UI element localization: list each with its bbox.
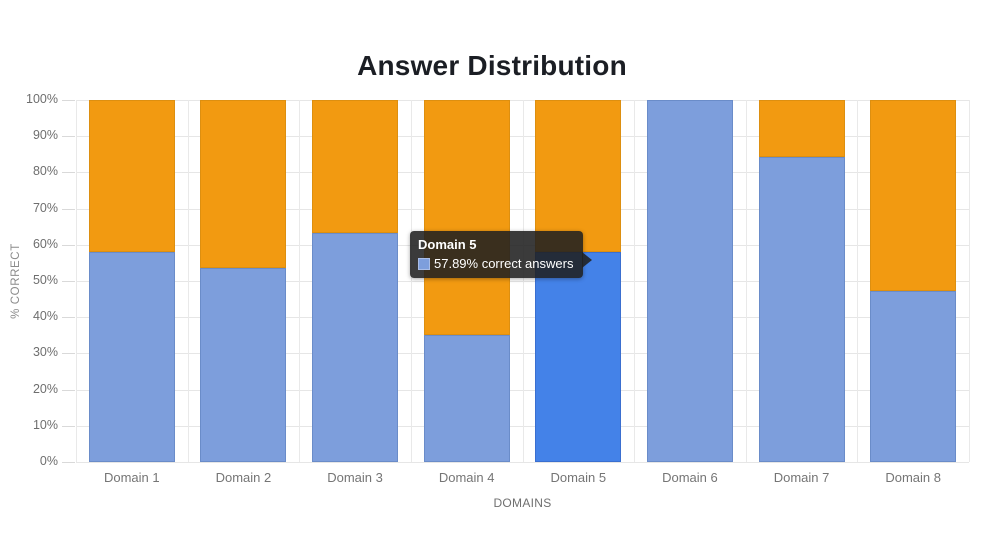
bar-correct-domain-1[interactable] — [88, 252, 175, 462]
y-axis-tick-mark-icon — [62, 136, 75, 138]
gridline-vertical — [76, 100, 77, 462]
y-tick-label: 30% — [32, 345, 58, 360]
x-tick-label: Domain 3 — [327, 470, 383, 485]
y-tick-label: 50% — [32, 273, 58, 287]
bar-incorrect-domain-2[interactable] — [200, 100, 287, 269]
y-axis-tick-mark-icon — [62, 389, 75, 391]
bar-correct-domain-3[interactable] — [312, 232, 399, 462]
y-axis-tick-mark-icon — [62, 172, 75, 174]
bar-correct-domain-8[interactable] — [870, 291, 957, 462]
bar-incorrect-domain-3[interactable] — [312, 100, 399, 233]
bar-incorrect-domain-8[interactable] — [870, 100, 957, 292]
gridline-horizontal — [76, 317, 969, 319]
y-tick-label: 70% — [32, 200, 58, 215]
gridline-vertical — [411, 100, 412, 462]
bar-incorrect-domain-7[interactable] — [758, 100, 845, 157]
gridline-vertical — [188, 100, 189, 462]
y-axis-tick-mark-icon — [62, 353, 75, 355]
y-tick-label: 0% — [39, 454, 58, 468]
x-tick-label: Domain 2 — [215, 470, 272, 485]
tooltip-title: Domain 5 — [418, 237, 477, 252]
tooltip-row: 57.89% correct answers — [418, 256, 573, 271]
gridline-vertical — [857, 100, 858, 462]
x-axis-title: DOMAINS — [493, 496, 552, 510]
bar-correct-domain-4[interactable] — [423, 334, 510, 462]
y-axis-tick-mark-icon — [62, 100, 75, 101]
y-axis-tick-mark-icon — [62, 244, 75, 246]
tooltip: Domain 5 57.89% correct answers — [410, 231, 593, 278]
y-tick-label: 80% — [32, 164, 58, 179]
gridline-vertical — [969, 100, 970, 462]
bar-incorrect-domain-4[interactable] — [423, 100, 510, 335]
y-tick-label: 100% — [26, 92, 58, 106]
gridline-horizontal — [76, 389, 969, 391]
y-axis-tick-mark-icon — [62, 281, 75, 282]
x-tick-label: Domain 8 — [885, 470, 941, 485]
gridline-horizontal — [76, 136, 969, 138]
bar-incorrect-domain-5[interactable] — [535, 100, 622, 253]
gridline-horizontal — [76, 100, 969, 101]
gridline-horizontal — [76, 281, 969, 282]
gridline-vertical — [634, 100, 635, 462]
y-axis-tick-mark-icon — [62, 425, 75, 427]
gridline-vertical — [299, 100, 300, 462]
y-tick-label: 40% — [32, 309, 58, 324]
gridline-horizontal — [76, 208, 969, 210]
x-tick-label: Domain 5 — [550, 470, 607, 485]
y-tick-label: 20% — [32, 381, 58, 396]
bar-correct-domain-2[interactable] — [200, 268, 287, 462]
x-tick-label: Domain 4 — [438, 470, 495, 485]
bar-correct-domain-7[interactable] — [758, 156, 845, 462]
gridline-horizontal — [76, 462, 969, 463]
y-axis-tick-mark-icon — [62, 462, 75, 463]
bar-correct-domain-5[interactable] — [535, 252, 622, 462]
bar-incorrect-domain-1[interactable] — [88, 100, 175, 253]
gridline-horizontal — [76, 172, 969, 174]
y-axis-tick-mark-icon — [62, 317, 75, 319]
x-tick-label: Domain 7 — [773, 470, 830, 485]
chart-title: Answer Distribution — [357, 50, 627, 81]
bar-correct-domain-6[interactable] — [646, 100, 733, 462]
tooltip-pointer-icon — [582, 252, 593, 268]
gridline-horizontal — [76, 353, 969, 355]
y-tick-label: 60% — [32, 236, 58, 251]
x-tick-label: Domain 1 — [103, 470, 160, 485]
plot-area — [76, 100, 970, 463]
gridline-vertical — [746, 100, 747, 462]
x-tick-label: Domain 6 — [662, 470, 718, 485]
gridline-horizontal — [76, 425, 969, 427]
gridline-vertical — [523, 100, 524, 462]
tooltip-series-swatch-icon — [418, 257, 430, 270]
y-tick-label: 10% — [32, 417, 58, 432]
y-tick-label: 90% — [32, 128, 58, 143]
tooltip-value: 57.89% correct answers — [434, 256, 574, 271]
y-axis-tick-mark-icon — [62, 208, 75, 210]
